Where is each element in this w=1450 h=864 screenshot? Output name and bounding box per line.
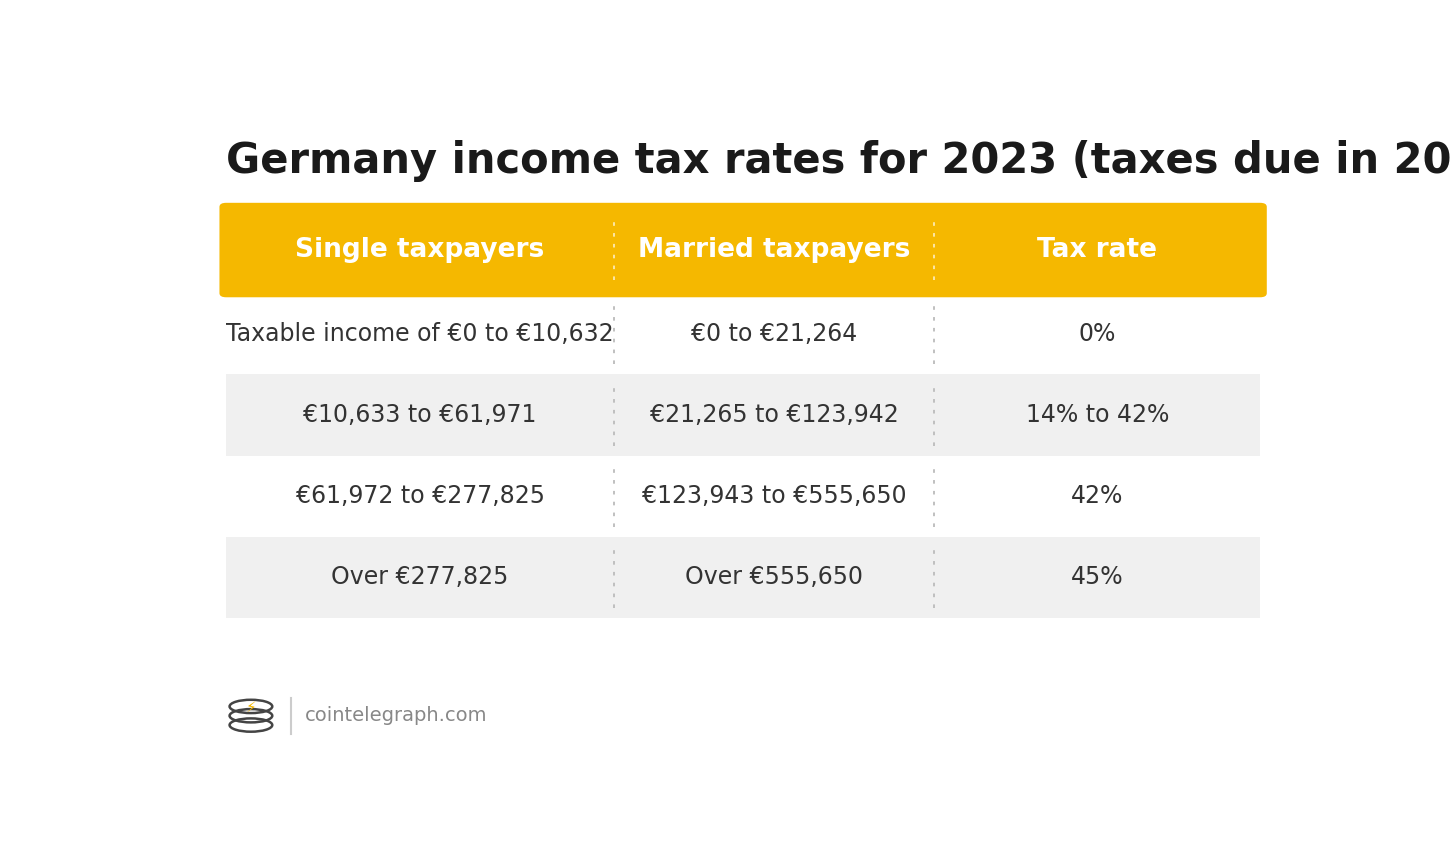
Text: €123,943 to €555,650: €123,943 to €555,650 bbox=[642, 484, 906, 508]
Text: Tax rate: Tax rate bbox=[1037, 237, 1157, 263]
Text: €10,633 to €61,971: €10,633 to €61,971 bbox=[303, 403, 536, 427]
Text: cointelegraph.com: cointelegraph.com bbox=[304, 706, 487, 725]
FancyBboxPatch shape bbox=[226, 374, 1260, 455]
Text: Over €555,650: Over €555,650 bbox=[686, 565, 863, 589]
FancyBboxPatch shape bbox=[226, 293, 1260, 374]
Text: ⚡: ⚡ bbox=[245, 700, 257, 715]
Text: €0 to €21,264: €0 to €21,264 bbox=[692, 322, 857, 346]
Text: Married taxpayers: Married taxpayers bbox=[638, 237, 911, 263]
Text: 0%: 0% bbox=[1079, 322, 1116, 346]
Text: €61,972 to €277,825: €61,972 to €277,825 bbox=[296, 484, 545, 508]
FancyBboxPatch shape bbox=[219, 203, 1267, 297]
Text: €21,265 to €123,942: €21,265 to €123,942 bbox=[650, 403, 899, 427]
Text: 45%: 45% bbox=[1072, 565, 1124, 589]
Text: Over €277,825: Over €277,825 bbox=[332, 565, 509, 589]
Text: Germany income tax rates for 2023 (taxes due in 2024): Germany income tax rates for 2023 (taxes… bbox=[226, 140, 1450, 182]
Text: 14% to 42%: 14% to 42% bbox=[1025, 403, 1169, 427]
Text: Single taxpayers: Single taxpayers bbox=[296, 237, 545, 263]
FancyBboxPatch shape bbox=[226, 537, 1260, 618]
FancyBboxPatch shape bbox=[226, 455, 1260, 537]
Text: 42%: 42% bbox=[1072, 484, 1124, 508]
Text: Taxable income of €0 to €10,632: Taxable income of €0 to €10,632 bbox=[226, 322, 613, 346]
